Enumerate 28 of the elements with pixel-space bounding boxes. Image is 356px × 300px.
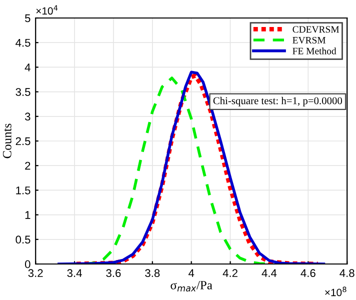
y-tick-label: 0.5 [16,236,30,244]
x-tick-label: 4.4 [262,269,277,277]
text: ×10$^{4}$ [36,5,58,15]
x-tick-label: 4.2 [222,269,238,277]
y-axis-title: Counts [2,124,12,158]
x-axis-title: σ$_{max}$/Pa [170,281,212,292]
y-tick-label: 4 [24,64,30,72]
x-tick-label: 3.8 [145,269,160,278]
x-tick-label: 3.6 [106,269,121,278]
legend-label: EVRSM [292,36,326,44]
x-tick-label: 3.2 [28,269,43,278]
annotation: Chi-square test: h=1, p=0.0000 [213,96,342,106]
y-tick-label: 1 [25,211,30,219]
text: ×10$^{8}$ [325,286,346,296]
legend-label: FE Method [292,47,336,54]
x-tick-label: 4.8 [340,269,354,278]
x-tick-label: 4 [188,269,194,277]
y-tick-label: 2 [25,162,30,170]
y-tick-label: 2.5 [16,137,30,146]
y-tick-label: 3.5 [16,88,30,96]
y-tick-label: 1.5 [16,186,30,194]
legend-label: CDEVRSM [292,26,340,33]
x-tick-label: 4.6 [300,269,316,278]
y-tick-label: 3 [24,112,30,121]
x-tick-label: 3.4 [67,269,82,278]
y-tick-label: 4.5 [16,38,30,47]
y-tick-label: 0 [24,260,30,268]
y-tick-label: 5 [25,14,30,22]
